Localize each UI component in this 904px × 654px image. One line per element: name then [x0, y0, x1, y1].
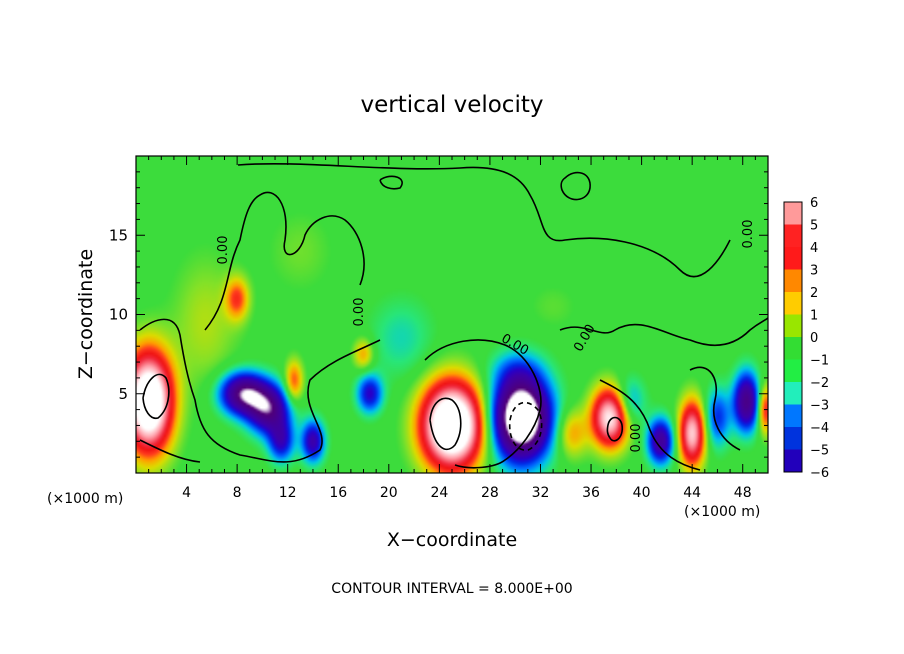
colorbar-label: 5	[810, 219, 818, 234]
colorbar-label: 3	[810, 264, 818, 279]
contour-label: 0.00	[216, 236, 231, 265]
x-tick-label: 48	[734, 485, 752, 501]
colorbar-box	[784, 359, 802, 382]
contour-line	[606, 416, 624, 442]
y-tick-label: 5	[118, 385, 128, 403]
contour-line	[429, 397, 462, 451]
contour-line	[559, 317, 768, 346]
colorbar-label: 0	[810, 331, 818, 346]
x-tick-label: 8	[233, 485, 242, 501]
x-tick-label: 24	[430, 485, 448, 501]
contour-line	[560, 171, 591, 201]
y-axis: 5 10 15	[109, 171, 768, 458]
y-tick-label: 10	[109, 306, 128, 324]
x-tick-label: 4	[182, 485, 191, 501]
colorbar-frame	[783, 201, 803, 473]
contour-line	[508, 401, 543, 451]
contour-line	[142, 373, 170, 420]
x-tick-label: 32	[532, 485, 550, 501]
contour-line	[139, 318, 381, 463]
colorbar-box	[784, 382, 802, 405]
colorbar-box	[784, 202, 802, 225]
colorbar-label: −6	[810, 466, 829, 481]
x-tick-label: 44	[683, 485, 701, 501]
contour-line	[689, 366, 741, 451]
contour-line	[379, 175, 403, 190]
colorbar-box	[784, 292, 802, 315]
colorbar-label: −1	[810, 354, 829, 369]
contour-label: 0.00	[352, 298, 367, 327]
x-tick-label: 36	[582, 485, 600, 501]
colorbar-label: −5	[810, 444, 829, 459]
x-unit-left: (×1000 m)	[47, 491, 123, 507]
colorbar-label: −3	[810, 399, 829, 414]
heatmap-field	[136, 156, 768, 473]
y-tick-label: 15	[109, 226, 128, 244]
colorbar-label: 2	[810, 286, 818, 301]
colorbar-label: −2	[810, 376, 829, 391]
colorbar-box	[784, 449, 802, 472]
colorbar-label: 6	[810, 196, 818, 211]
contour-line	[424, 339, 542, 469]
colorbar-box	[784, 247, 802, 270]
contour-line	[599, 379, 701, 471]
contour-label: 0.00	[629, 424, 644, 453]
contour-line	[139, 439, 201, 463]
colorbar-box	[784, 269, 802, 292]
colorbar-box	[784, 314, 802, 337]
x-tick-label: 12	[279, 485, 297, 501]
colorbar-box	[784, 404, 802, 427]
contour-line	[237, 162, 731, 278]
colorbar-box	[784, 337, 802, 360]
x-tick-label: 28	[481, 485, 499, 501]
plot-area: 0.00 0.00 0.00 0.00 0.00 0.00	[135, 155, 769, 474]
chart-title: vertical velocity	[361, 92, 544, 118]
x-tick-label: 16	[329, 485, 347, 501]
x-axis: 4 8 12 16 20 24 28 32 36 40 44 48	[148, 156, 756, 501]
contour-label: 0.00	[741, 220, 756, 249]
x-axis-label: X−coordinate	[387, 529, 517, 551]
colorbar-box	[784, 224, 802, 247]
contour-line	[204, 191, 365, 331]
x-tick-label: 40	[633, 485, 651, 501]
colorbar: 6 5 4 3 2 1 0 −1 −2 −3 −4 −5 −6	[783, 196, 829, 481]
y-axis-label: Z−coordinate	[75, 249, 97, 379]
colorbar-label: 1	[810, 309, 818, 324]
zero-contour-lines	[139, 162, 768, 471]
colorbar-label: 4	[810, 241, 818, 256]
colorbar-label: −4	[810, 421, 829, 436]
x-unit-right: (×1000 m)	[684, 504, 760, 520]
contour-interval-note: CONTOUR INTERVAL = 8.000E+00	[331, 581, 572, 597]
x-tick-label: 20	[380, 485, 398, 501]
colorbar-box	[784, 427, 802, 450]
